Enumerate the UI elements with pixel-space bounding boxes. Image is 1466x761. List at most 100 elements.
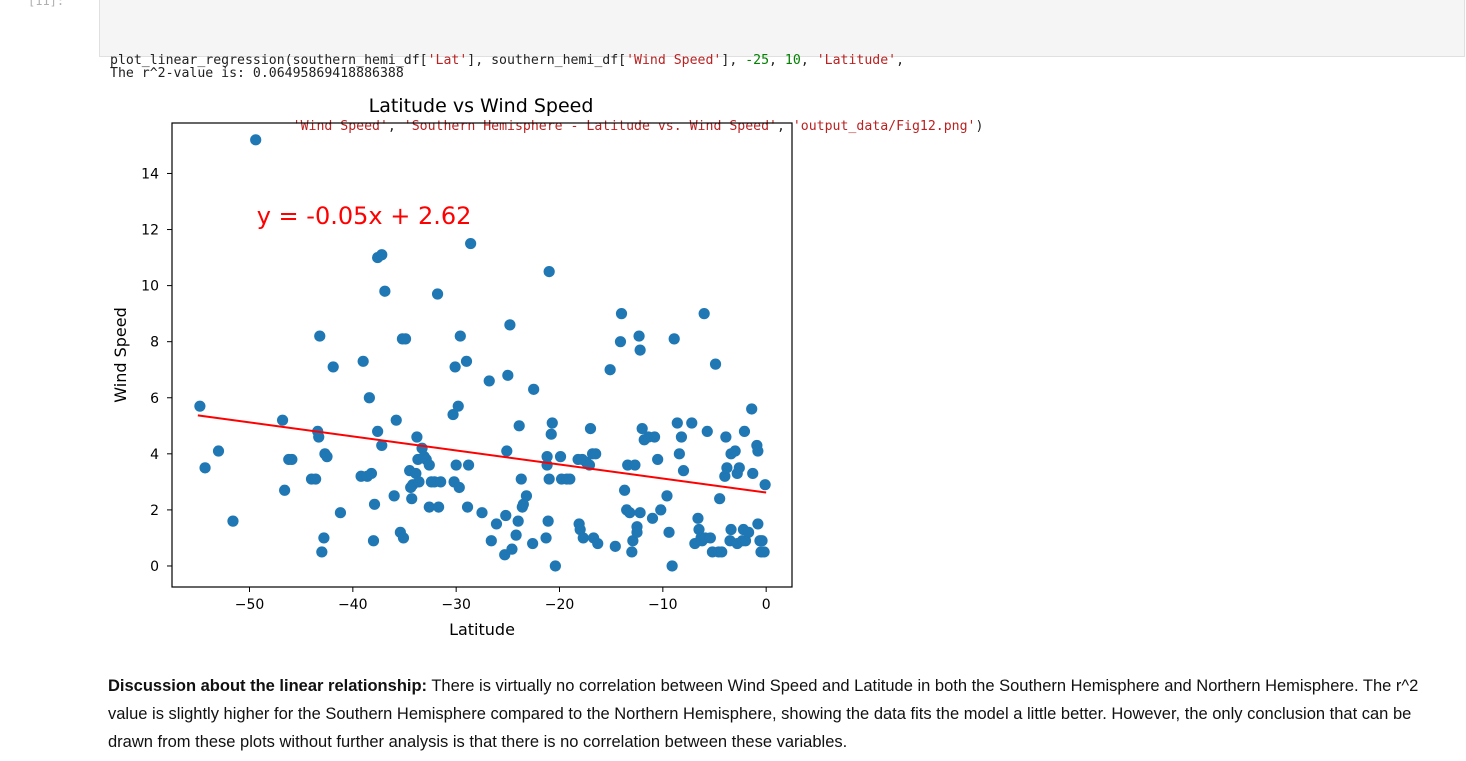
y-axis-label: Wind Speed — [111, 307, 130, 402]
data-point — [520, 490, 533, 502]
data-point — [490, 518, 503, 530]
data-point — [633, 330, 645, 342]
data-point — [626, 546, 638, 558]
data-point — [334, 507, 347, 519]
data-point — [631, 526, 643, 538]
data-point — [677, 465, 690, 477]
code-line-1: plot_linear_regression(southern_hemi_df[… — [110, 50, 1464, 72]
data-point — [743, 526, 755, 538]
data-point — [541, 459, 553, 471]
x-tick-label: −50 — [235, 597, 265, 613]
data-point — [399, 333, 412, 345]
data-point — [506, 543, 518, 555]
y-tick-label: 10 — [141, 279, 159, 295]
code-token: -25 — [745, 53, 770, 68]
data-point — [476, 507, 488, 519]
data-point — [483, 375, 495, 387]
data-point — [661, 490, 673, 502]
data-point — [554, 451, 567, 463]
code-token: 'Latitude' — [816, 53, 897, 68]
data-point — [435, 476, 447, 488]
data-point — [376, 439, 388, 452]
y-tick-label: 2 — [150, 503, 159, 519]
data-point — [614, 336, 627, 348]
data-point — [454, 330, 466, 342]
data-point — [592, 537, 604, 550]
data-point — [388, 490, 400, 502]
y-tick-label: 14 — [141, 166, 159, 182]
scatter-chart: Latitude vs Wind Speed −50 −40 −30 −20 −10 0 … — [100, 88, 820, 648]
data-point — [698, 308, 710, 320]
data-point — [546, 417, 558, 429]
code-token: ) — [975, 119, 984, 134]
data-point — [543, 265, 555, 278]
code-token: , — [776, 119, 793, 134]
data-point — [406, 493, 418, 505]
y-tick-label: 8 — [150, 335, 159, 351]
data-point — [512, 515, 524, 527]
data-point — [423, 459, 435, 471]
data-point — [447, 408, 459, 421]
data-point — [286, 453, 298, 466]
data-point — [357, 355, 369, 367]
data-point — [314, 330, 326, 342]
data-point — [212, 445, 225, 457]
code-cell[interactable]: plot_linear_regression(southern_hemi_df[… — [99, 0, 1465, 134]
y-tick-label: 4 — [150, 447, 159, 463]
data-point — [752, 445, 764, 457]
discussion-body: There is virtually no correlation betwee… — [108, 677, 1419, 751]
data-point — [747, 467, 759, 480]
data-point — [513, 420, 525, 432]
data-point — [624, 507, 636, 519]
code-token: plot_linear_regression(southern_hemi_df[ — [110, 53, 428, 68]
data-point — [636, 422, 648, 435]
plot-frame — [171, 122, 793, 588]
regression-line — [197, 414, 767, 494]
data-point — [504, 319, 516, 331]
data-point — [759, 479, 771, 491]
x-tick-label: −40 — [338, 597, 368, 613]
y-axis-ticks: 0 2 4 6 8 10 12 14 — [141, 166, 172, 575]
data-point — [752, 518, 764, 530]
data-point — [693, 523, 705, 536]
data-point — [729, 445, 741, 457]
data-point — [250, 134, 262, 146]
data-point — [652, 453, 664, 466]
code-token: , — [896, 53, 905, 68]
data-point — [390, 414, 402, 426]
data-point — [716, 546, 728, 558]
data-point — [721, 462, 733, 474]
data-point — [194, 400, 206, 412]
data-point — [327, 361, 339, 373]
data-point — [423, 501, 435, 513]
code-token: 'Lat' — [427, 53, 468, 68]
data-point — [666, 560, 678, 572]
data-point — [692, 512, 704, 524]
data-point — [619, 484, 631, 496]
y-tick-label: 0 — [150, 559, 159, 575]
data-point — [313, 431, 325, 443]
cell-prompt-label: [11]: — [28, 0, 65, 8]
data-point — [720, 431, 732, 443]
x-tick-label: −20 — [545, 597, 575, 613]
data-point — [413, 476, 425, 488]
data-point — [316, 546, 328, 558]
data-point — [321, 451, 333, 463]
x-tick-label: −10 — [648, 597, 678, 613]
data-point — [528, 383, 540, 395]
y-tick-label: 6 — [150, 391, 159, 407]
code-token: 'output_data/Fig12.png' — [792, 119, 976, 134]
data-point — [746, 403, 758, 415]
x-axis-label: Latitude — [449, 620, 515, 639]
data-point — [199, 462, 211, 474]
data-point — [719, 470, 731, 482]
y-tick-label: 12 — [141, 223, 159, 239]
code-token: ], — [721, 53, 746, 68]
data-point — [541, 451, 553, 463]
chart-title: Latitude vs Wind Speed — [369, 95, 594, 117]
data-point — [379, 285, 391, 297]
data-point — [542, 515, 554, 527]
code-token: , — [387, 119, 404, 134]
data-point — [485, 535, 497, 547]
data-point — [663, 526, 675, 538]
